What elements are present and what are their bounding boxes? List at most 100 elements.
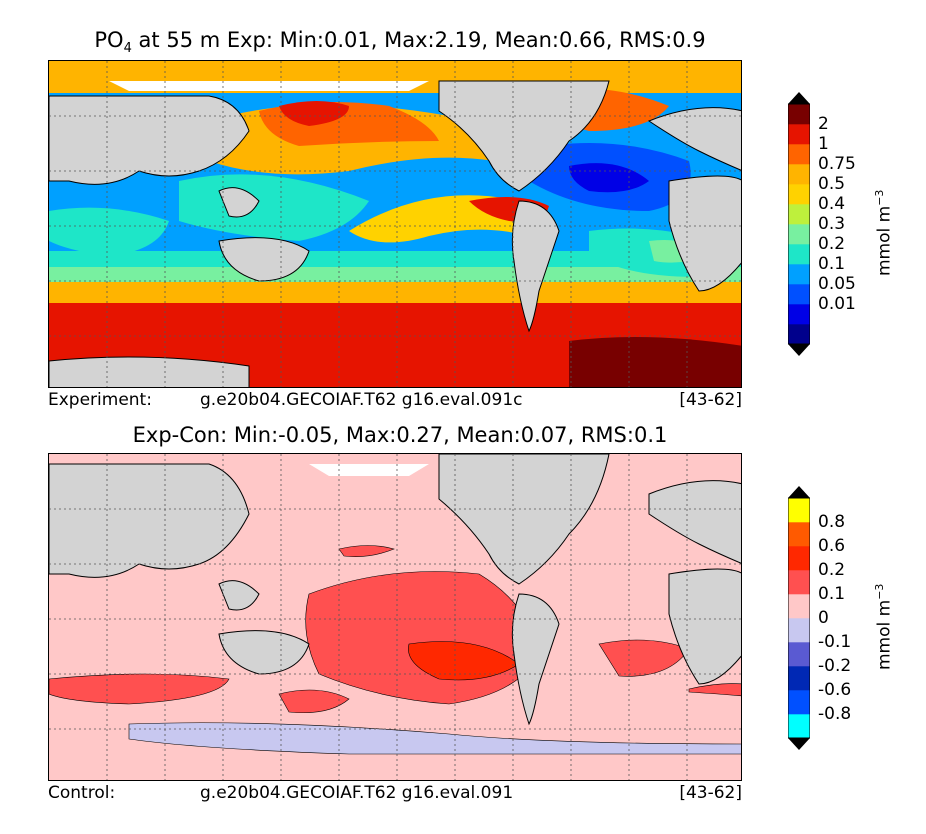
bottom-caption-case: g.e20b04.GECOIAF.T62 g16.eval.091	[200, 783, 514, 803]
bottom-colorbar-segment	[788, 546, 810, 571]
top-title-prefix: PO	[94, 28, 124, 52]
top-colorbar-segment	[788, 124, 810, 145]
bottom-colorbar-tick: 0.8	[818, 512, 846, 532]
top-colorbar-segment	[788, 264, 810, 285]
bottom-units-exp: −3	[873, 583, 886, 600]
top-map	[48, 60, 742, 388]
top-colorbar-tick: 0.05	[818, 274, 856, 294]
southern-green-band	[49, 266, 741, 282]
eurasia	[49, 95, 250, 185]
bottom-colorbar-segment	[788, 690, 810, 715]
top-title-subscript: 4	[123, 41, 132, 57]
europe	[648, 480, 741, 564]
bottom-colorbar-tick: -0.6	[818, 680, 852, 700]
top-land	[49, 80, 741, 387]
bottom-units-text: mmol m	[874, 599, 895, 670]
bottom-colorbar-arrow-up	[788, 486, 810, 498]
south-america	[511, 200, 560, 333]
top-colorbar-tick: 2	[818, 114, 829, 134]
antarctica-west	[49, 356, 250, 387]
top-colorbar-segment	[788, 104, 810, 125]
top-colorbar-segment	[788, 324, 810, 345]
bottom-colorbar-tick: -0.2	[818, 656, 852, 676]
top-title-rest: at 55 m Exp: Min:0.01, Max:2.19, Mean:0.…	[131, 28, 706, 52]
bottom-colorbar-svg	[787, 486, 811, 750]
top-colorbar-segment	[788, 204, 810, 225]
bottom-colorbar-segment	[788, 666, 810, 691]
top-colorbar-segment	[788, 144, 810, 165]
bottom-colorbar-tick: 0	[818, 608, 829, 628]
bottom-colorbar-tick: -0.1	[818, 632, 852, 652]
southern-yellow-band	[49, 281, 741, 303]
bottom-caption-years: [43-62]	[679, 783, 742, 803]
top-colorbar-tick: 0.3	[818, 214, 846, 234]
southern-cyan-band	[49, 251, 741, 267]
north-pacific-red	[279, 101, 349, 126]
top-colorbar-tick: 0.2	[818, 234, 846, 254]
top-colorbar-tick: 1	[818, 134, 829, 154]
bottom-graticule	[49, 454, 741, 780]
sea-ice-bottom	[309, 464, 429, 476]
top-colorbar-svg	[787, 92, 811, 356]
top-colorbar-segment	[788, 164, 810, 185]
top-units-exp: −3	[873, 189, 886, 206]
australia	[218, 630, 310, 675]
north-america	[438, 454, 610, 585]
top-colorbar-units: mmol m−3	[873, 190, 895, 276]
bottom-colorbar-segment	[788, 714, 810, 739]
bottom-colorbar-segment	[788, 594, 810, 619]
bottom-colorbar	[787, 486, 811, 750]
bottom-colorbar-tick: 0.1	[818, 584, 846, 604]
australia	[218, 237, 310, 282]
weddell-high-zone	[569, 337, 741, 387]
bottom-map-canvas	[49, 454, 741, 780]
bottom-colorbar-segment	[788, 522, 810, 547]
top-graticule	[49, 61, 741, 387]
bottom-colorbar-tick: 0.6	[818, 536, 846, 556]
sea-ice-top	[109, 81, 429, 91]
top-colorbar-segment	[788, 224, 810, 245]
north-atlantic-deep	[569, 163, 649, 193]
top-units-text: mmol m	[874, 205, 895, 276]
diff-negative-south	[128, 722, 741, 755]
maritime-continent	[218, 580, 260, 611]
maritime-continent	[218, 187, 260, 218]
top-caption-years: [43-62]	[679, 390, 742, 410]
bottom-colorbar-tick: 0.2	[818, 560, 846, 580]
top-caption-label: Experiment:	[48, 390, 152, 410]
top-colorbar-tick: 0.75	[818, 154, 856, 174]
top-caption: Experiment: g.e20b04.GECOIAF.T62 g16.eva…	[48, 390, 742, 412]
top-colorbar-tick: 0.4	[818, 194, 846, 214]
top-colorbar-tick: 0.5	[818, 174, 846, 194]
north-america	[438, 80, 610, 192]
bottom-colorbar-segment	[788, 642, 810, 667]
diff-south-atlantic-strip	[688, 683, 741, 697]
top-colorbar-segment	[788, 304, 810, 325]
bottom-colorbar-units: mmol m−3	[873, 584, 895, 670]
bottom-colorbar-segment	[788, 618, 810, 643]
top-colorbar-tick: 0.1	[818, 254, 846, 274]
top-colorbar-arrow-down	[788, 344, 810, 356]
bottom-colorbar-segment	[788, 498, 810, 523]
diff-south-indian	[49, 673, 230, 705]
bottom-caption-label: Control:	[48, 783, 116, 803]
top-map-title: PO4 at 55 m Exp: Min:0.01, Max:2.19, Mea…	[20, 28, 780, 56]
indian-ocean-cyan	[49, 207, 169, 256]
bottom-colorbar-arrow-down	[788, 738, 810, 750]
bottom-colorbar-segment	[788, 570, 810, 595]
bottom-caption: Control: g.e20b04.GECOIAF.T62 g16.eval.0…	[48, 783, 742, 805]
top-colorbar-arrow-up	[788, 92, 810, 104]
top-colorbar	[787, 92, 811, 356]
top-colorbar-segment	[788, 184, 810, 205]
bottom-map-title: Exp-Con: Min:-0.05, Max:0.27, Mean:0.07,…	[132, 423, 668, 447]
top-colorbar-segment	[788, 244, 810, 265]
top-colorbar-tick: 0.01	[818, 294, 856, 314]
diff-tasman	[278, 689, 350, 714]
bottom-colorbar-tick: -0.8	[818, 704, 852, 724]
europe	[647, 107, 741, 171]
top-colorbar-segment	[788, 284, 810, 305]
diff-central-max	[408, 641, 520, 681]
top-map-canvas	[49, 61, 741, 387]
top-caption-case: g.e20b04.GECOIAF.T62 g16.eval.091c	[200, 390, 523, 410]
south-america	[511, 593, 560, 726]
